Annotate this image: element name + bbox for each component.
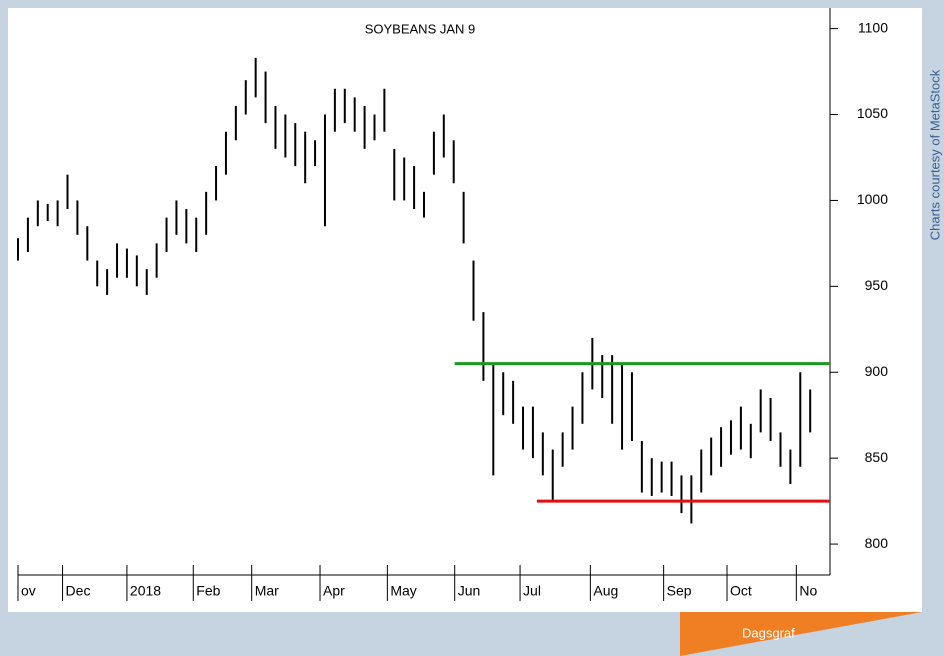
y-tick-label: 850 [865,449,889,465]
panel [8,8,922,612]
source-note: Charts courtesy of MetaStock [927,69,942,240]
x-tick-label: 2018 [130,583,161,599]
x-tick-label: Sep [667,583,692,599]
x-tick-label: Feb [196,583,220,599]
y-tick-label: 1100 [858,19,888,35]
y-tick-label: 1050 [857,105,888,121]
x-tick-label: No [799,583,817,599]
x-tick-label: May [390,583,416,599]
y-tick-label: 800 [865,535,889,551]
x-tick-label: Aug [593,583,618,599]
chart-title: SOYBEANS JAN 9 [365,21,476,36]
x-tick-label: Oct [730,583,752,599]
y-tick-label: 950 [865,277,889,293]
x-tick-label: Mar [255,583,279,599]
y-tick-label: 1000 [857,191,888,207]
x-tick-label: Jul [523,583,541,599]
x-tick-label: Jun [458,583,481,599]
x-tick-label: Apr [323,583,345,599]
badge: Dagsgraf [742,625,795,640]
badge-banner [680,612,922,656]
x-tick-label: Dec [66,583,91,599]
x-tick-label: ov [21,583,36,599]
y-tick-label: 900 [865,363,889,379]
